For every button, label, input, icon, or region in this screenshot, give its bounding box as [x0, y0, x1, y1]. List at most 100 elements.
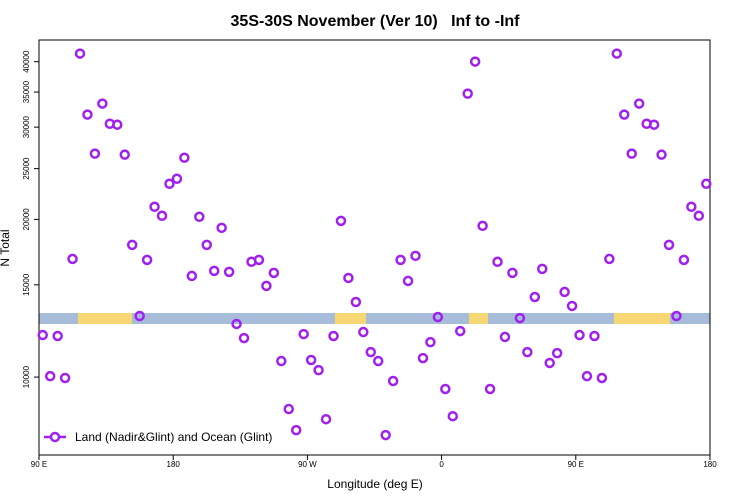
point	[626, 148, 637, 159]
land-mask-strip	[39, 313, 710, 324]
point	[201, 239, 212, 251]
y-tick-label: 30000	[22, 115, 31, 138]
point	[82, 109, 93, 120]
land-patch	[469, 313, 488, 324]
point	[305, 354, 317, 366]
point	[656, 149, 667, 160]
x-tick-label: 90 E	[568, 460, 584, 469]
point	[462, 88, 473, 99]
point	[290, 424, 302, 436]
point	[156, 210, 168, 222]
point	[223, 266, 235, 278]
point	[529, 291, 541, 303]
point	[186, 270, 198, 282]
point	[372, 355, 384, 367]
point	[633, 98, 645, 109]
point	[440, 383, 451, 395]
point	[238, 332, 250, 344]
point	[194, 211, 205, 223]
point	[469, 56, 481, 67]
point	[387, 375, 399, 387]
point	[261, 280, 272, 292]
point	[216, 222, 227, 234]
point	[402, 275, 414, 287]
legend-marker	[49, 431, 61, 443]
point	[141, 254, 153, 266]
point	[343, 272, 354, 284]
legend-label: Land (Nadir&Glint) and Ocean (Glint)	[75, 430, 272, 444]
point	[410, 250, 421, 262]
x-tick-label: 90 W	[298, 460, 317, 469]
x-tick-label: 90 E	[31, 460, 47, 469]
point	[52, 330, 63, 342]
point	[171, 173, 183, 185]
point	[231, 318, 242, 330]
chart-title: 35S-30S November (Ver 10) Inf to -Inf	[231, 13, 521, 30]
plot-frame	[38, 39, 711, 456]
point	[678, 254, 690, 266]
point	[551, 347, 563, 359]
point	[335, 215, 347, 227]
point	[559, 286, 570, 298]
point	[328, 330, 339, 342]
land-patch	[78, 313, 132, 324]
point	[164, 178, 175, 190]
point	[179, 152, 190, 163]
x-tick-label: 0	[439, 460, 444, 469]
point	[59, 372, 71, 384]
point	[522, 346, 533, 358]
x-tick-label: 180	[167, 460, 181, 469]
point	[208, 265, 220, 277]
point	[693, 210, 705, 222]
y-tick-label: 15000	[22, 273, 31, 296]
y-tick-label: 10000	[22, 365, 31, 388]
point	[447, 410, 459, 422]
point	[477, 220, 488, 232]
point	[119, 149, 130, 160]
point	[320, 413, 332, 425]
point	[507, 267, 518, 279]
point	[619, 109, 630, 120]
point	[425, 336, 436, 348]
y-tick-label: 25000	[22, 157, 31, 180]
point	[365, 346, 377, 358]
point	[566, 300, 578, 312]
point	[596, 372, 608, 384]
point	[74, 48, 86, 59]
ocean-strip	[39, 313, 710, 324]
point	[268, 267, 280, 279]
land-patch	[614, 313, 670, 324]
point	[604, 253, 615, 265]
y-tick-label: 40000	[22, 50, 31, 73]
point	[276, 355, 287, 367]
point	[134, 310, 145, 322]
point	[701, 178, 712, 190]
point	[663, 239, 675, 251]
point	[67, 253, 78, 265]
point	[253, 254, 265, 266]
point	[112, 119, 123, 130]
point	[686, 201, 697, 213]
point	[514, 312, 526, 324]
point	[298, 328, 309, 340]
point	[89, 148, 101, 159]
land-patch	[335, 313, 366, 324]
series	[37, 48, 712, 441]
point	[671, 310, 682, 322]
point	[37, 329, 48, 341]
point	[350, 296, 362, 308]
point	[648, 119, 660, 130]
x-axis-label: Longitude (deg E)	[327, 477, 422, 491]
point	[611, 48, 623, 59]
point	[499, 331, 511, 343]
point	[97, 98, 108, 109]
point	[589, 330, 600, 342]
point	[313, 364, 324, 376]
point	[581, 370, 593, 382]
point	[283, 403, 295, 415]
point	[537, 263, 548, 275]
point	[544, 357, 555, 369]
point	[395, 254, 406, 266]
point	[380, 429, 391, 441]
